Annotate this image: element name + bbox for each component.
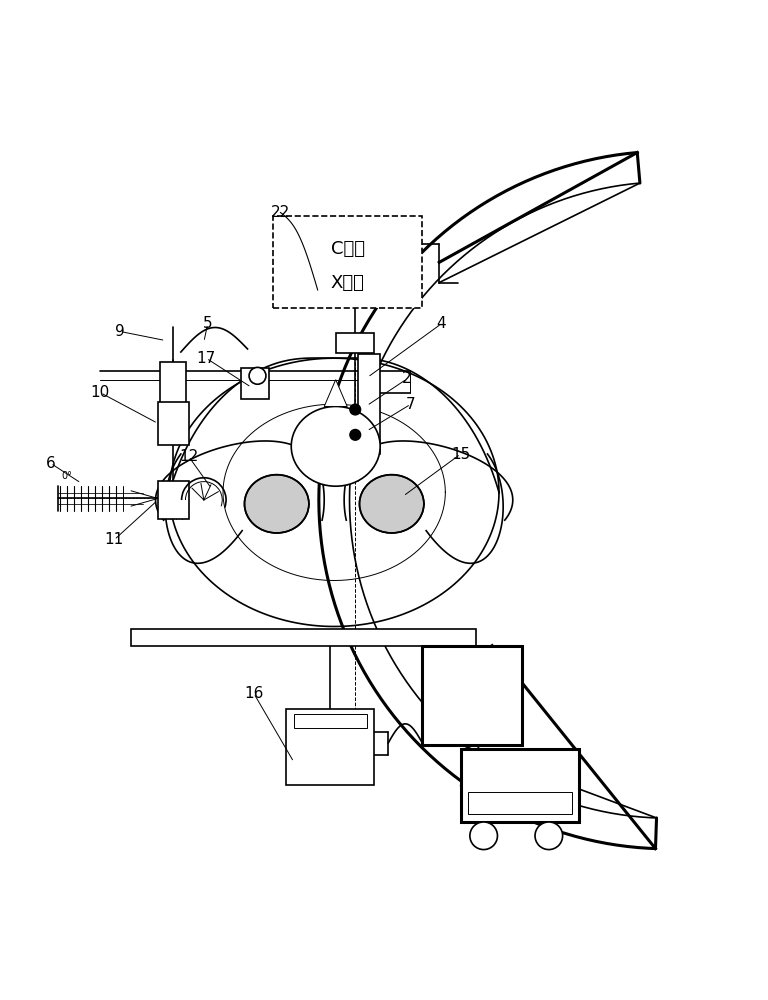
Bar bbox=[158, 481, 188, 519]
Bar bbox=[468, 792, 572, 814]
Bar bbox=[336, 333, 375, 353]
Bar bbox=[131, 629, 476, 646]
Ellipse shape bbox=[244, 475, 309, 533]
Bar bbox=[359, 354, 380, 454]
Text: 2: 2 bbox=[402, 371, 412, 386]
Bar bbox=[158, 402, 188, 445]
Text: 11: 11 bbox=[104, 532, 124, 547]
Bar bbox=[241, 368, 269, 399]
Text: 5: 5 bbox=[203, 316, 213, 331]
Circle shape bbox=[535, 822, 563, 850]
Circle shape bbox=[350, 404, 361, 415]
Text: 17: 17 bbox=[197, 351, 216, 366]
Ellipse shape bbox=[359, 475, 424, 533]
Bar bbox=[422, 646, 522, 745]
Text: 15: 15 bbox=[451, 447, 470, 462]
Circle shape bbox=[470, 822, 498, 850]
Ellipse shape bbox=[291, 406, 380, 486]
Text: 6: 6 bbox=[45, 456, 55, 471]
Text: 10: 10 bbox=[91, 385, 110, 400]
Text: 7: 7 bbox=[406, 397, 415, 412]
Circle shape bbox=[249, 367, 266, 384]
Polygon shape bbox=[324, 380, 347, 406]
Bar bbox=[461, 749, 580, 822]
Bar bbox=[273, 216, 422, 308]
Text: 4: 4 bbox=[437, 316, 446, 331]
Bar bbox=[286, 709, 375, 785]
Bar bbox=[161, 362, 186, 403]
Text: 9: 9 bbox=[114, 324, 124, 339]
Bar bbox=[294, 714, 367, 728]
Text: X射线: X射线 bbox=[331, 274, 365, 292]
Text: 16: 16 bbox=[244, 686, 263, 701]
Circle shape bbox=[350, 429, 361, 440]
Text: 0°: 0° bbox=[61, 471, 72, 481]
Text: 22: 22 bbox=[271, 205, 290, 220]
Text: 12: 12 bbox=[179, 449, 198, 464]
Text: C形臂: C形臂 bbox=[330, 240, 365, 258]
